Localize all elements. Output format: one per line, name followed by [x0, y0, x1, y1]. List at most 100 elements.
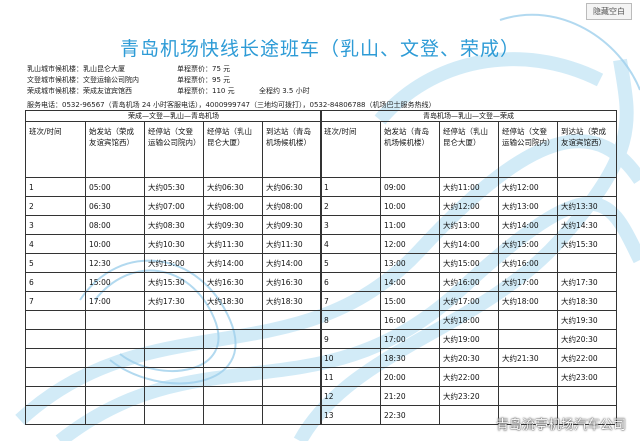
schedule-row — [25, 367, 323, 387]
schedule-cell — [25, 329, 86, 349]
schedule-row: 10 18:30 大约20:30 大约21:30 大约22:00 — [320, 348, 618, 368]
column-header: 经停站（乳山昆仑大厦） — [439, 121, 499, 178]
schedule-cell — [144, 405, 204, 425]
column-header: 到达站（青岛机场候机楼） — [261, 121, 323, 178]
schedule-cell: 17:00 — [85, 291, 145, 311]
schedule-row: 6 14:00 大约16:00 大约17:00 大约17:30 — [320, 272, 618, 292]
schedule-cell: 大约18:30 — [203, 291, 263, 311]
service-phone: 服务电话：0532-96567（青岛机场 24 小时客服电话），40009997… — [27, 101, 436, 109]
schedule-cell — [261, 367, 323, 387]
column-header-row: 班次/时间 始发站（青岛机场候机楼） 经停站（乳山昆仑大厦） 经停站（文登运输公司院内… — [320, 121, 618, 178]
schedule-cell: 9 — [320, 329, 381, 349]
schedule-cell: 大约11:30 — [261, 234, 323, 254]
station: 乳山城市候机楼：乳山昆仑大厦 — [27, 65, 125, 73]
schedule-cell: 大约14:00 — [261, 253, 323, 273]
schedule-cell — [85, 367, 145, 387]
schedule-cell: 4 — [25, 234, 86, 254]
schedule-row: 3 11:00 大约13:00 大约14:00 大约14:30 — [320, 215, 618, 235]
schedule-row: 11 20:00 大约22:00 大约23:00 — [320, 367, 618, 387]
schedule-row: 13 22:30 — [320, 405, 618, 425]
schedule-cell: 大约17:30 — [556, 272, 618, 292]
schedule-cell: 大约13:00 — [498, 196, 558, 216]
schedule-cell: 大约12:00 — [498, 177, 558, 197]
table-heading: 青岛机场—乳山—文登—荣成 — [319, 110, 618, 122]
schedule-cell — [203, 348, 263, 368]
schedule-cell — [203, 329, 263, 349]
schedule-cell: 大约08:00 — [203, 196, 263, 216]
schedule-cell: 8 — [320, 310, 381, 330]
heading-row: 青岛机场—乳山—文登—荣成 — [319, 110, 618, 122]
schedule-cell — [85, 329, 145, 349]
schedule-cell: 7 — [320, 291, 381, 311]
schedule-cell: 12 — [320, 386, 381, 406]
schedule-cell — [498, 367, 558, 387]
schedule-row: 2 10:00 大约12:00 大约13:00 大约13:30 — [320, 196, 618, 216]
schedule-cell — [261, 405, 323, 425]
fare: 单程票价：95 元 — [177, 76, 231, 84]
schedule-cell: 3 — [25, 215, 86, 235]
schedule-cell: 10:00 — [380, 196, 440, 216]
schedule-cell: 大约22:00 — [439, 367, 499, 387]
schedule-cell — [261, 329, 323, 349]
schedule-cell: 13 — [320, 405, 381, 425]
schedule-cell — [203, 310, 263, 330]
column-header: 班次/时间 — [25, 121, 86, 178]
schedule-cell: 大约05:30 — [144, 177, 204, 197]
schedule-cell: 5 — [320, 253, 381, 273]
schedule-cell: 08:00 — [85, 215, 145, 235]
schedule-cell: 大约16:00 — [498, 253, 558, 273]
schedule-cell: 15:00 — [380, 291, 440, 311]
schedule-cell: 大约19:30 — [556, 310, 618, 330]
schedule-cell: 大约17:30 — [144, 291, 204, 311]
schedule-cell — [203, 367, 263, 387]
schedule-cell: 大约11:00 — [439, 177, 499, 197]
schedule-cell: 11:00 — [380, 215, 440, 235]
schedule-cell — [261, 310, 323, 330]
schedule-cell: 大约06:30 — [261, 177, 323, 197]
schedule-cell: 大约10:30 — [144, 234, 204, 254]
schedule-cell: 大约14:30 — [556, 215, 618, 235]
schedule-row: 3 08:00 大约08:30 大约09:30 大约09:30 — [25, 215, 323, 235]
schedule-cell — [25, 310, 86, 330]
schedule-cell: 大约08:00 — [261, 196, 323, 216]
schedule-cell: 大约20:30 — [556, 329, 618, 349]
schedule-cell: 4 — [320, 234, 381, 254]
schedule-cell — [556, 177, 618, 197]
schedule-cell: 大约17:00 — [439, 291, 499, 311]
schedule-cell — [144, 310, 204, 330]
schedule-cell — [498, 329, 558, 349]
schedule-row — [25, 386, 323, 406]
schedule-cell — [498, 310, 558, 330]
schedule-row: 2 06:30 大约07:00 大约08:00 大约08:00 — [25, 196, 323, 216]
schedule-cell: 大约18:30 — [556, 291, 618, 311]
title: 青岛机场快线长途班车（乳山、文登、荣成） — [119, 38, 520, 60]
schedule-cell: 大约16:30 — [261, 272, 323, 292]
schedule-cell: 大约18:30 — [261, 291, 323, 311]
schedule-cell: 18:30 — [380, 348, 440, 368]
schedule-cell — [556, 253, 618, 273]
schedule-cell — [144, 348, 204, 368]
schedule-cell — [439, 405, 499, 425]
schedule-cell — [85, 386, 145, 406]
hide-blank-button[interactable]: 隐藏空白 — [586, 3, 632, 20]
schedule-cell — [203, 386, 263, 406]
schedule-cell: 大约23:00 — [556, 367, 618, 387]
schedule-cell: 17:00 — [380, 329, 440, 349]
schedule-cell: 大约16:00 — [439, 272, 499, 292]
schedule-cell: 大约22:00 — [556, 348, 618, 368]
schedule-cell: 7 — [25, 291, 86, 311]
schedule-cell: 大约13:00 — [144, 253, 204, 273]
fare: 单程票价：110 元 — [177, 87, 235, 95]
column-header: 经停站（乳山昆仑大厦） — [203, 121, 263, 178]
schedule-cell: 大约14:00 — [439, 234, 499, 254]
schedule-row: 4 10:00 大约10:30 大约11:30 大约11:30 — [25, 234, 323, 254]
schedule-cell: 大约19:00 — [439, 329, 499, 349]
schedule-cell — [25, 367, 86, 387]
schedule-cell: 大约18:00 — [498, 291, 558, 311]
schedule-row: 5 12:30 大约13:00 大约14:00 大约14:00 — [25, 253, 323, 273]
schedule-cell: 2 — [320, 196, 381, 216]
schedule-row: 7 15:00 大约17:00 大约18:00 大约18:30 — [320, 291, 618, 311]
schedule-row: 7 17:00 大约17:30 大约18:30 大约18:30 — [25, 291, 323, 311]
schedule-row: 4 12:00 大约14:00 大约15:00 大约15:30 — [320, 234, 618, 254]
schedule-cell: 14:00 — [380, 272, 440, 292]
